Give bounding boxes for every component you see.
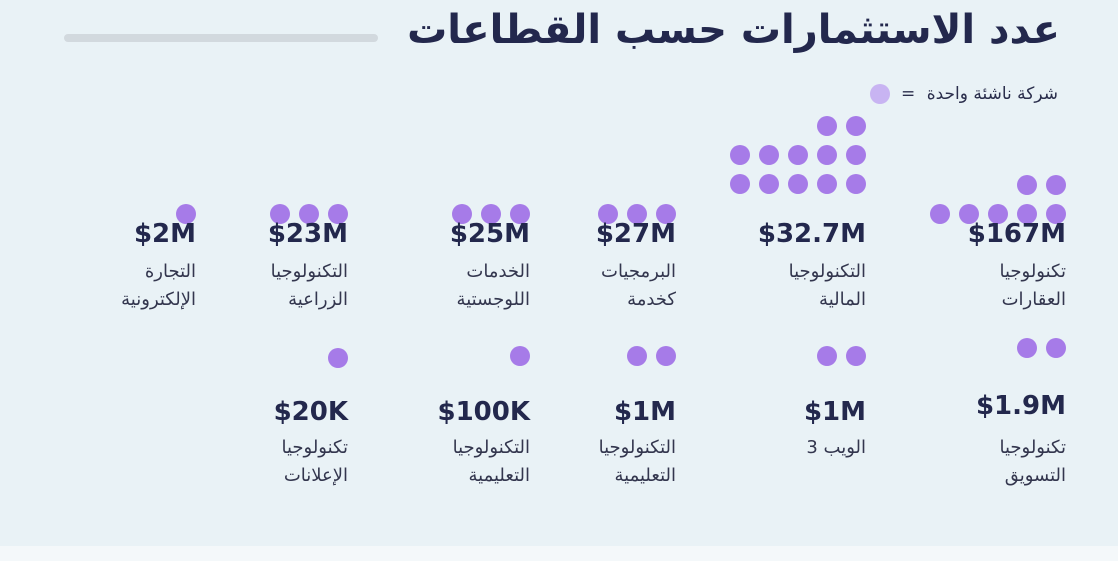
sector-dots xyxy=(726,286,866,366)
sector-label: التكنولوجيا الزراعية xyxy=(270,261,348,310)
sector-dots xyxy=(390,286,530,366)
startup-dot-icon xyxy=(1046,175,1066,195)
sector-value: $2M xyxy=(133,219,196,249)
startup-dot-icon xyxy=(846,174,866,194)
sector-fintech: $32.7M التكنولوجيا المالية xyxy=(716,116,866,330)
sector-label: الويب 3 xyxy=(806,437,866,458)
sector-ecommerce: $2M التجارة الإلكترونية xyxy=(46,130,196,330)
sector-value: $1M xyxy=(613,397,676,427)
sector-adtech: $20K تكنولوجيا الإعلانات xyxy=(198,310,348,510)
sector-dots xyxy=(390,144,530,224)
sector-dots xyxy=(208,288,348,368)
sector-martech: $1.9M تكنولوجيا التسويق xyxy=(916,310,1066,510)
startup-dot-icon xyxy=(481,204,501,224)
startup-dot-icon xyxy=(846,346,866,366)
sector-web3: $1M الويب 3 xyxy=(716,310,866,510)
startup-dot-icon xyxy=(452,204,472,224)
sector-label: تكنولوجيا التسويق xyxy=(999,437,1066,486)
startup-dot-icon xyxy=(817,346,837,366)
sector-dots xyxy=(926,144,1066,224)
sector-value: $32.7M xyxy=(757,219,866,249)
startup-dot-icon xyxy=(1046,204,1066,224)
startup-dot-icon xyxy=(510,346,530,366)
sector-label: الخدمات اللوجستية xyxy=(456,261,530,310)
sector-dots xyxy=(56,144,196,224)
sector-value: $20K xyxy=(273,397,348,427)
sector-dots xyxy=(726,114,866,194)
sector-label: التجارة الإلكترونية xyxy=(121,261,196,310)
sector-dots xyxy=(208,144,348,224)
startup-dot-icon xyxy=(817,145,837,165)
startup-dot-icon xyxy=(176,204,196,224)
sector-value: $1.9M xyxy=(975,391,1066,421)
startup-dot-icon xyxy=(299,204,319,224)
startup-dot-icon xyxy=(656,204,676,224)
startup-dot-icon xyxy=(270,204,290,224)
sector-edtech-1: $1M التكنولوجيا التعليمية xyxy=(526,310,676,510)
sector-saas: $27M البرمجيات كخدمة xyxy=(526,130,676,330)
startup-dot-icon xyxy=(959,204,979,224)
sector-real-estate-tech: $167M تكنولوجيا العقارات xyxy=(916,130,1066,330)
sector-label: البرمجيات كخدمة xyxy=(601,261,676,310)
startup-dot-icon xyxy=(328,348,348,368)
legend-text: شركة ناشئة واحدة xyxy=(926,84,1058,104)
startup-dot-icon xyxy=(1046,338,1066,358)
sector-logistics: $25M الخدمات اللوجستية xyxy=(380,130,530,330)
startup-dot-icon xyxy=(510,204,530,224)
startup-dot-icon xyxy=(656,346,676,366)
title-divider xyxy=(64,34,378,42)
startup-dot-icon xyxy=(988,204,1008,224)
startup-dot-icon xyxy=(846,116,866,136)
sector-label: التكنولوجيا المالية xyxy=(788,261,866,310)
startup-dot-icon xyxy=(730,145,750,165)
startup-dot-icon xyxy=(627,204,647,224)
sector-value: $27M xyxy=(595,219,676,249)
sector-label: التكنولوجيا التعليمية xyxy=(452,437,530,486)
legend: شركة ناشئة واحدة = xyxy=(869,82,1058,106)
bottom-band xyxy=(0,546,1118,561)
startup-dot-icon xyxy=(846,145,866,165)
legend-dot-icon xyxy=(869,84,890,104)
sector-value: $23M xyxy=(267,219,348,249)
legend-equals: = xyxy=(901,84,916,104)
startup-dot-icon xyxy=(759,145,779,165)
sector-value: $100K xyxy=(437,397,530,427)
startup-dot-icon xyxy=(788,145,808,165)
sector-dots xyxy=(536,286,676,366)
sector-label: التكنولوجيا التعليمية xyxy=(598,437,676,486)
startup-dot-icon xyxy=(817,116,837,136)
startup-dot-icon xyxy=(328,204,348,224)
sector-value: $1M xyxy=(803,397,866,427)
sector-label: تكنولوجيا الإعلانات xyxy=(281,437,348,486)
startup-dot-icon xyxy=(1017,204,1037,224)
startup-dot-icon xyxy=(930,204,950,224)
startup-dot-icon xyxy=(598,204,618,224)
sector-agritech: $23M التكنولوجيا الزراعية xyxy=(198,130,348,330)
sector-value: $167M xyxy=(967,219,1066,249)
startup-dot-icon xyxy=(627,346,647,366)
startup-dot-icon xyxy=(759,174,779,194)
startup-dot-icon xyxy=(1017,338,1037,358)
startup-dot-icon xyxy=(788,174,808,194)
startup-dot-icon xyxy=(817,174,837,194)
sector-edtech-2: $100K التكنولوجيا التعليمية xyxy=(380,310,530,510)
page-title: عدد الاستثمارات حسب القطاعات xyxy=(407,7,1060,53)
sector-dots xyxy=(926,278,1066,358)
sector-dots xyxy=(536,144,676,224)
sector-value: $25M xyxy=(449,219,530,249)
sector-label: تكنولوجيا العقارات xyxy=(999,261,1066,310)
startup-dot-icon xyxy=(730,174,750,194)
startup-dot-icon xyxy=(1017,175,1037,195)
